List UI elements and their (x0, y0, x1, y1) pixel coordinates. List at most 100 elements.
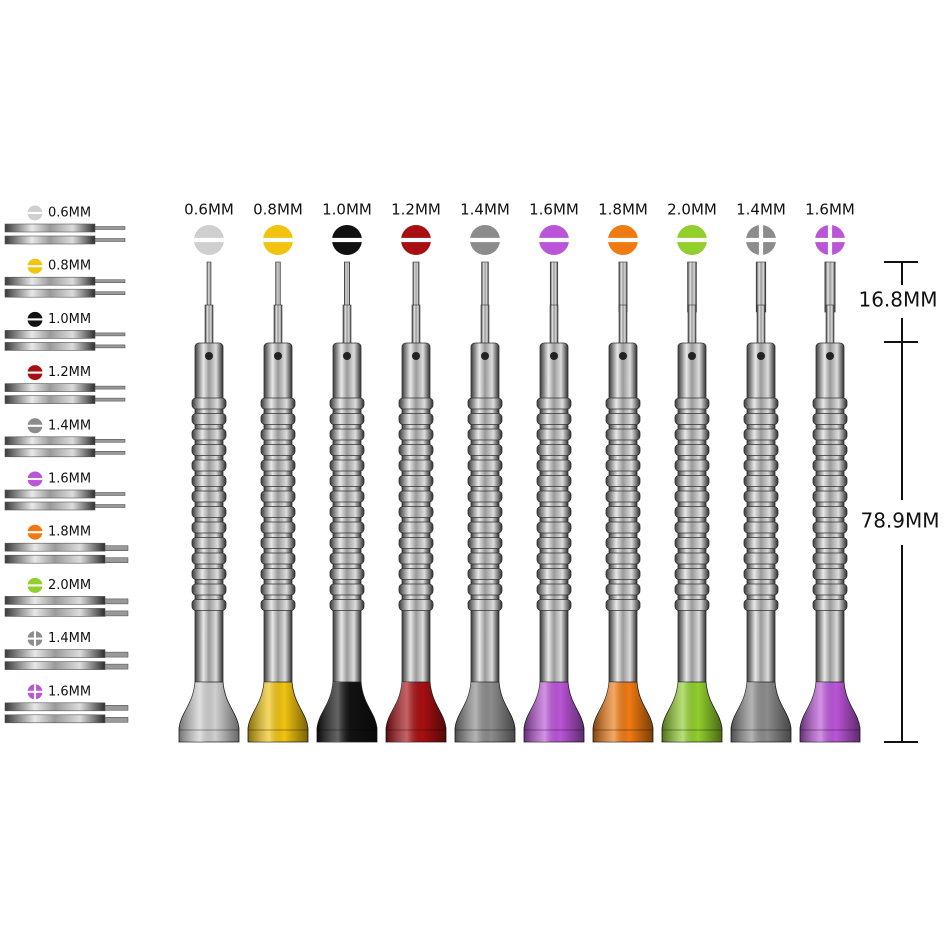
rotating-cap-screw (619, 352, 627, 360)
knurl (536, 444, 572, 456)
bit-shaft (104, 598, 129, 605)
total-length: 78.9MM (860, 509, 939, 533)
bit-shaft (94, 344, 126, 349)
tip-length: 16.8MM (858, 288, 937, 312)
knurl (812, 537, 848, 549)
knurl (260, 537, 296, 549)
knurl (743, 475, 779, 487)
knurl (674, 552, 710, 565)
bit-body (4, 608, 106, 617)
list-label: 1.4MM (48, 418, 91, 433)
knurl (674, 568, 710, 580)
bit-body (4, 448, 96, 458)
knurl (467, 490, 503, 503)
shaft (756, 304, 766, 346)
knurl (398, 599, 434, 611)
knurl (191, 506, 227, 518)
knurl (191, 444, 227, 456)
knurl (398, 490, 434, 503)
knurl (329, 568, 365, 580)
knurl (743, 506, 779, 518)
tip-icon-slot (677, 237, 707, 243)
bit-body (4, 649, 106, 658)
driver-label: 1.0MM (322, 201, 372, 219)
knurl (398, 506, 434, 518)
knurl (536, 459, 572, 472)
handle-shading (386, 682, 446, 742)
knurl (467, 521, 503, 534)
knurl (467, 428, 503, 441)
tip-icon-slot (27, 584, 43, 587)
knurl (743, 583, 779, 596)
knurl (398, 552, 434, 565)
screwdriver (799, 261, 861, 743)
knurl (674, 537, 710, 549)
knurl (812, 397, 848, 410)
dimension (884, 261, 918, 743)
bit-body (4, 383, 96, 392)
bit-body (4, 554, 106, 564)
knurl (605, 475, 641, 487)
knurl (467, 599, 503, 611)
shaft (411, 304, 421, 346)
knurl (467, 583, 503, 596)
knurl (674, 413, 710, 425)
rotating-cap-screw (481, 352, 489, 360)
knurl (812, 583, 848, 596)
bit-shaft (104, 663, 129, 670)
knurl (398, 397, 434, 410)
knurl (674, 428, 710, 441)
tip-icon-slot (263, 237, 293, 243)
list-label: 1.6MM (48, 684, 91, 699)
driver-label: 1.8MM (598, 201, 648, 219)
bit-shaft (94, 439, 126, 443)
knurl (674, 397, 710, 410)
knurl (536, 475, 572, 487)
knurl (605, 599, 641, 611)
knurl (398, 428, 434, 441)
knurl (536, 521, 572, 534)
knurl (398, 475, 434, 487)
shaft (480, 304, 490, 346)
screwdriver (730, 261, 792, 743)
bit-body (4, 489, 96, 499)
knurl (191, 583, 227, 596)
knurl (191, 568, 227, 580)
knurl (605, 552, 641, 565)
shaft (549, 304, 559, 346)
knurl (329, 537, 365, 549)
knurl (674, 583, 710, 596)
knurl (812, 521, 848, 534)
tip-icon-slot (539, 237, 569, 243)
driver-label: 1.4MM (736, 201, 786, 219)
knurl (743, 537, 779, 549)
knurl (467, 444, 503, 456)
knurl (605, 568, 641, 580)
tip-icon-slot (27, 424, 43, 427)
knurl (260, 568, 296, 580)
blade (549, 261, 559, 313)
bit-shaft (94, 492, 126, 496)
handle-shading (800, 682, 860, 742)
knurl (260, 428, 296, 441)
tip-icon-slot (194, 237, 224, 243)
knurl (191, 428, 227, 441)
knurl (329, 506, 365, 518)
bit-shaft (104, 545, 129, 551)
knurl (605, 444, 641, 456)
knurl (605, 506, 641, 518)
knurl (743, 599, 779, 611)
bit-body (4, 330, 96, 339)
bit-shaft (94, 397, 126, 402)
knurl (467, 568, 503, 580)
blade (275, 261, 281, 313)
list-label: 1.0MM (48, 312, 91, 327)
rotating-cap-screw (757, 352, 765, 360)
knurl (398, 583, 434, 596)
driver-label: 1.6MM (529, 201, 579, 219)
tip-icon-slot (27, 318, 43, 321)
screwdriver (592, 261, 654, 743)
shaft (687, 304, 697, 346)
knurl (260, 506, 296, 518)
